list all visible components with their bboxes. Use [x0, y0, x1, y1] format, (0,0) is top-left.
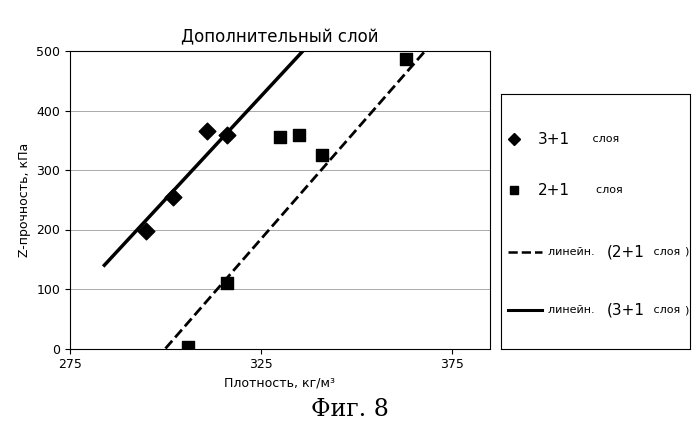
Text: слоя: слоя — [650, 305, 680, 315]
Text: слоя: слоя — [589, 134, 620, 145]
Title: Дополнительный слой: Дополнительный слой — [181, 28, 379, 47]
Point — [221, 280, 232, 286]
Point — [221, 132, 232, 139]
Point — [202, 128, 213, 135]
Text: линейн.: линейн. — [547, 246, 598, 257]
Text: 2+1: 2+1 — [538, 183, 570, 198]
Point — [183, 343, 194, 350]
Text: Фиг. 8: Фиг. 8 — [311, 398, 389, 421]
Text: 3+1: 3+1 — [538, 132, 570, 147]
X-axis label: Плотность, кг/м³: Плотность, кг/м³ — [225, 377, 335, 390]
Text: (2+1: (2+1 — [606, 244, 644, 259]
Point — [400, 55, 412, 62]
Point — [274, 134, 286, 141]
Text: слоя: слоя — [650, 246, 680, 257]
Text: слоя: слоя — [589, 185, 623, 196]
Point — [293, 132, 304, 139]
Text: линейн.: линейн. — [547, 305, 598, 315]
Point — [141, 228, 152, 235]
Point — [167, 193, 178, 200]
Text: ): ) — [684, 305, 688, 315]
Text: (3+1: (3+1 — [606, 303, 644, 318]
Point — [316, 152, 328, 159]
Y-axis label: Z-прочность, кПа: Z-прочность, кПа — [18, 143, 31, 257]
Text: ): ) — [684, 246, 688, 257]
